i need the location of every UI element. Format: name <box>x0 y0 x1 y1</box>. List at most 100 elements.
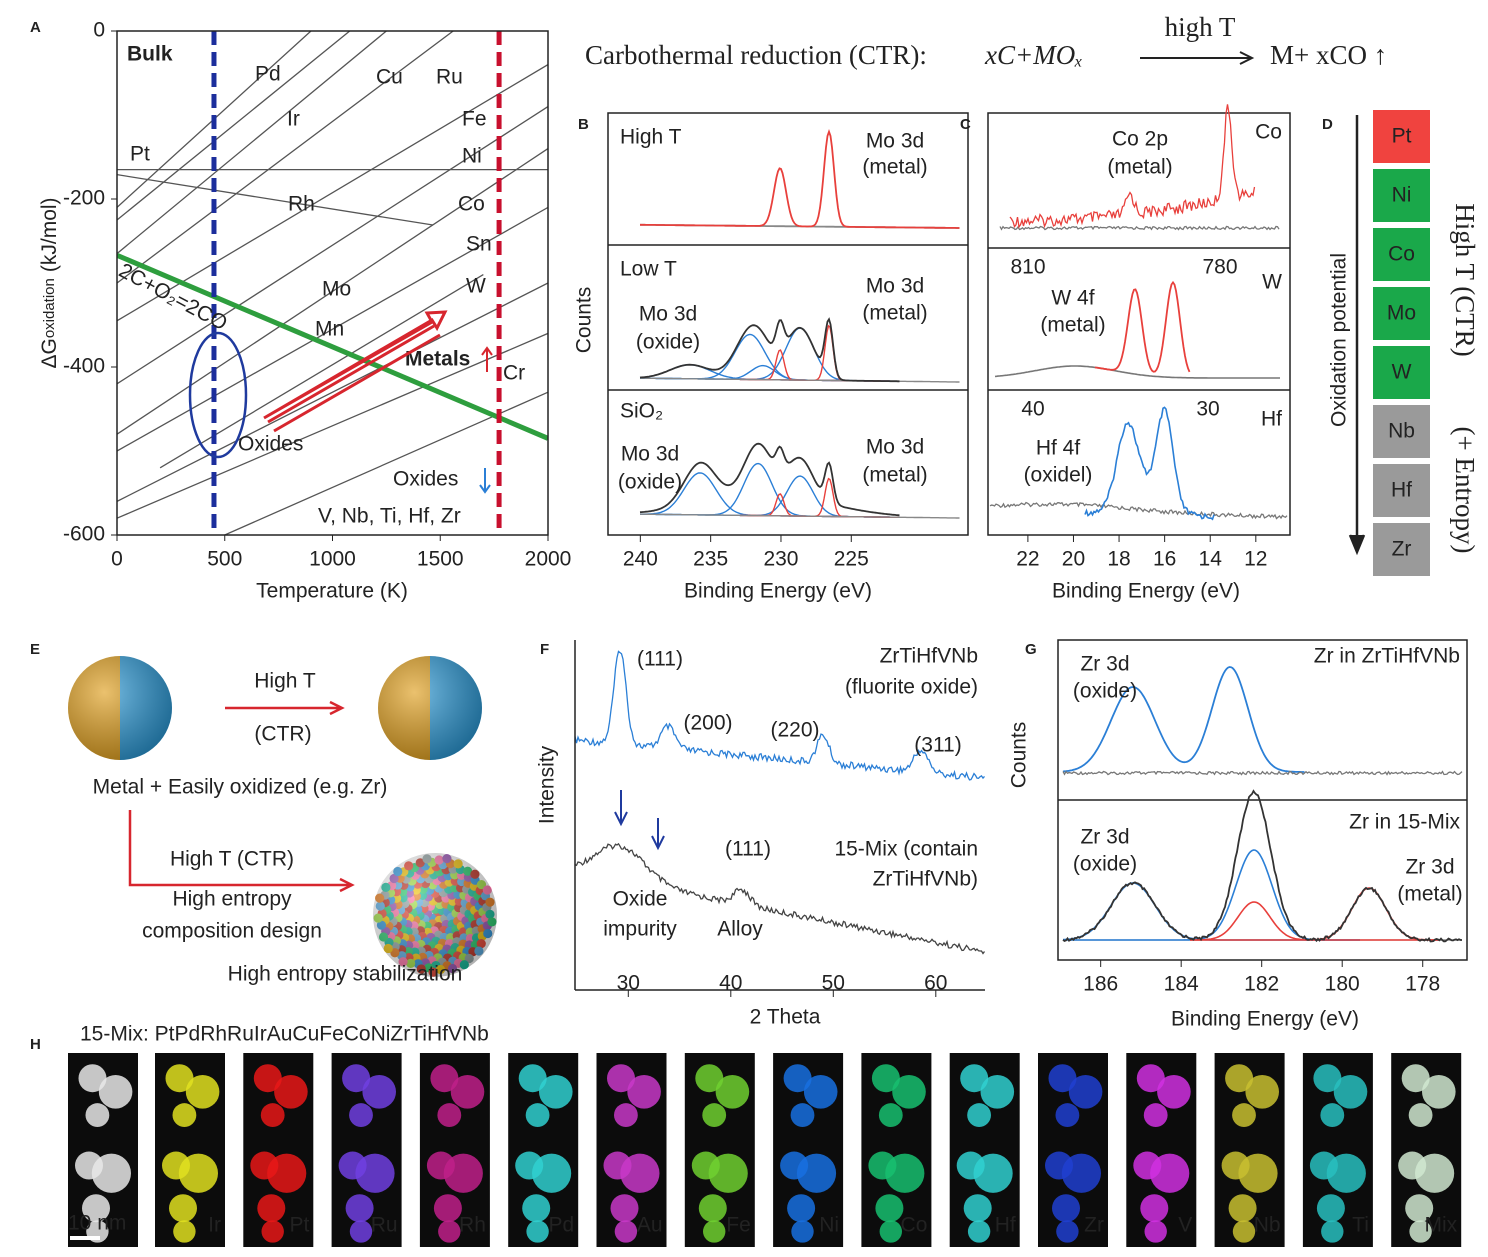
map-blob <box>791 1220 814 1243</box>
x-tick-label: 22 <box>1016 548 1039 571</box>
map-blob <box>342 1064 371 1093</box>
plot-title: Bulk <box>127 43 173 66</box>
arrow <box>1348 115 1366 556</box>
map-blob <box>702 1103 727 1127</box>
line <box>117 64 548 322</box>
map-blob <box>274 1075 308 1109</box>
arrow <box>1140 51 1255 65</box>
side-label: High T (CTR) <box>1450 203 1480 357</box>
annotation: 40 <box>1021 398 1044 421</box>
annotation: (oxide) <box>1073 853 1137 876</box>
map-blob <box>967 1220 991 1243</box>
annotation: (oxidel) <box>1024 464 1093 487</box>
tile-label: Nb <box>1254 1214 1281 1237</box>
map-blob <box>1061 1153 1101 1193</box>
element-label: Pt <box>1392 125 1412 148</box>
annotation: V, Nb, Ti, Hf, Zr <box>318 505 461 528</box>
map-blob <box>349 1220 373 1243</box>
element-box <box>1373 464 1430 517</box>
tile-label: Pd <box>549 1214 575 1237</box>
map-blob <box>260 1103 285 1127</box>
panel-label: H <box>30 1036 41 1053</box>
map-blob <box>443 1153 483 1193</box>
arrow-small <box>481 346 493 372</box>
annotation: Rh <box>288 193 315 216</box>
annotation: Fe <box>462 108 487 131</box>
annotation: Co 2p <box>1112 128 1168 151</box>
x-tick-label: 20 <box>1062 548 1085 571</box>
map-blob <box>787 1194 816 1223</box>
map-blob <box>1320 1103 1345 1127</box>
map-blob <box>783 1064 812 1093</box>
map-blob <box>1055 1103 1080 1127</box>
annotation: SiO₂ <box>620 400 663 423</box>
tile-label: Ni <box>819 1214 839 1237</box>
element-box <box>1373 405 1430 458</box>
map-blob <box>708 1153 748 1193</box>
annotation: Cr <box>503 362 525 385</box>
map-blob <box>355 1153 395 1193</box>
element-box <box>1373 110 1430 163</box>
annotation: Mo 3d <box>866 436 924 459</box>
element-label: Ni <box>1392 184 1412 207</box>
annotation: Mo 3d <box>639 303 697 326</box>
map-blob <box>871 1064 900 1093</box>
map-blob <box>172 1103 197 1127</box>
panel-label: G <box>1025 641 1037 658</box>
x-tick-label: 18 <box>1107 548 1130 571</box>
element-box <box>1373 523 1430 576</box>
map-blob <box>1405 1194 1434 1223</box>
annotation: Mo 3d <box>621 443 679 466</box>
map-blob <box>1409 1220 1432 1243</box>
annotation: High T <box>254 670 316 693</box>
element-label: Zr <box>1392 538 1412 561</box>
map-blob <box>607 1064 635 1093</box>
map-blob <box>1140 1194 1169 1223</box>
arrow <box>225 700 345 716</box>
line <box>117 252 548 441</box>
map-blob <box>532 1153 572 1193</box>
map-blob <box>91 1153 131 1193</box>
annotation: Co <box>1255 121 1282 144</box>
particle-shade <box>68 656 172 760</box>
annotation: Oxides <box>238 433 303 456</box>
annotation: W 4f <box>1051 287 1094 310</box>
map-blob <box>875 1194 904 1223</box>
annotation: Pd <box>255 63 281 86</box>
x-tick-label: 182 <box>1244 973 1279 996</box>
tile-label: Zr <box>1084 1214 1104 1237</box>
line <box>117 148 548 435</box>
line <box>117 206 548 452</box>
map-blob <box>878 1103 903 1127</box>
tile-label: Mix <box>1425 1214 1458 1237</box>
element-label: Mo <box>1387 302 1416 325</box>
x-tick-label: 14 <box>1199 548 1223 571</box>
spectrum <box>1009 104 1256 229</box>
tile-label: Co <box>901 1214 928 1237</box>
annotation: composition design <box>142 920 322 943</box>
element-label: Nb <box>1388 420 1415 443</box>
arrow <box>267 324 441 433</box>
arrow <box>128 810 355 893</box>
scale-label: 10 nm <box>68 1212 126 1235</box>
map-blob <box>1415 1153 1455 1193</box>
map-blob <box>362 1075 397 1109</box>
tile-label: Pt <box>289 1214 309 1237</box>
annotation: Mo 3d <box>866 130 924 153</box>
spectrum <box>1062 666 1305 773</box>
x-tick-label: 178 <box>1405 973 1440 996</box>
annotation: (metal) <box>1040 314 1105 337</box>
x-axis-label: Binding Energy (eV) <box>684 580 872 603</box>
tile-label: Hf <box>995 1214 1016 1237</box>
map-blob <box>614 1220 638 1243</box>
map-blob <box>525 1103 550 1127</box>
x-tick-label: 12 <box>1244 548 1267 571</box>
y-axis-label: Intensity <box>536 745 559 824</box>
annotation: (111) <box>725 838 771 861</box>
map-blob <box>1326 1153 1366 1193</box>
map-blob <box>178 1153 218 1193</box>
line <box>117 332 548 519</box>
map-blob <box>620 1153 660 1193</box>
spectrum <box>574 650 985 781</box>
map-blob <box>973 1153 1013 1193</box>
